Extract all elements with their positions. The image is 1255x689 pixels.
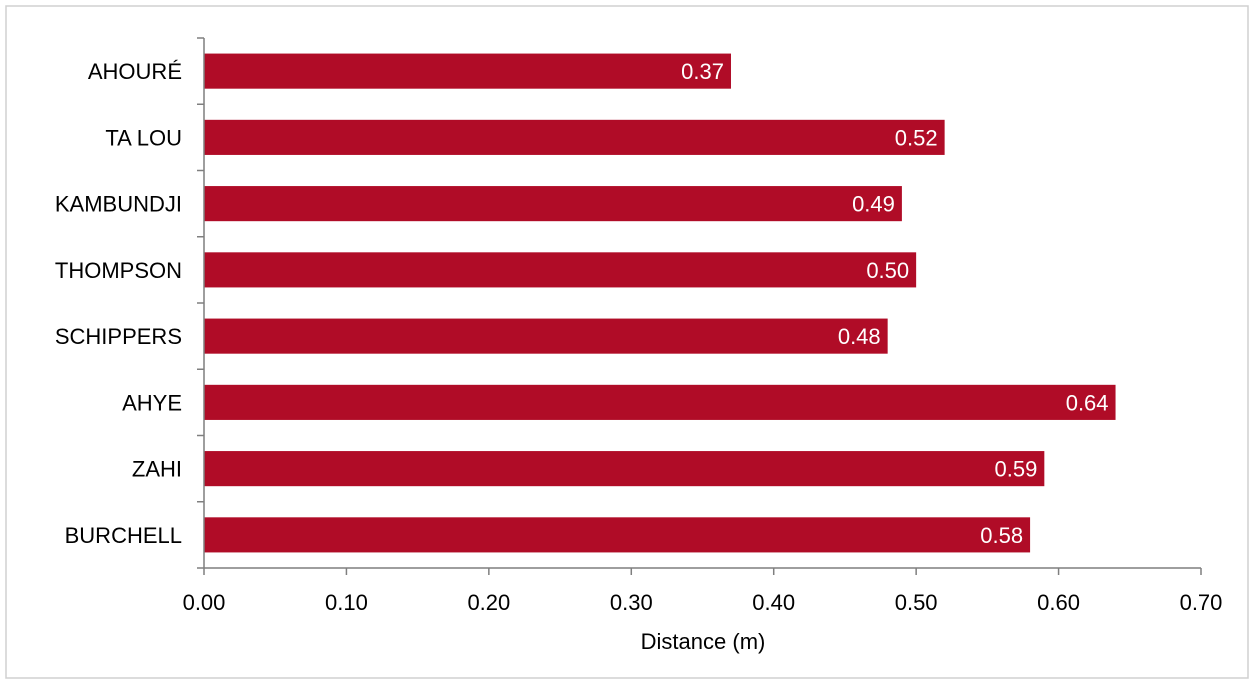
bar xyxy=(204,384,1116,420)
category-label: TA LOU xyxy=(105,125,182,150)
data-label: 0.52 xyxy=(895,125,938,150)
category-label: SCHIPPERS xyxy=(55,324,182,349)
x-tick-label: 0.30 xyxy=(610,590,653,615)
bar xyxy=(204,517,1031,553)
bar xyxy=(204,119,945,155)
x-tick-label: 0.40 xyxy=(752,590,795,615)
data-label: 0.50 xyxy=(866,258,909,283)
category-label: ZAHI xyxy=(132,457,182,482)
data-label: 0.48 xyxy=(838,324,881,349)
x-axis-title: Distance (m) xyxy=(641,629,766,654)
labels-layer: 0.37 AHOURÉ 0.52 TA LOU 0.49 KAMBUNDJI 0.50 THO… xyxy=(55,59,1223,615)
data-label: 0.37 xyxy=(681,59,724,84)
category-label: AHYE xyxy=(122,390,182,415)
x-tick-label: 0.70 xyxy=(1180,590,1223,615)
x-tick-label: 0.10 xyxy=(325,590,368,615)
category-label: BURCHELL xyxy=(65,523,182,548)
x-tick-label: 0.00 xyxy=(183,590,226,615)
data-label: 0.49 xyxy=(852,192,895,217)
category-label: KAMBUNDJI xyxy=(55,192,182,217)
data-label: 0.59 xyxy=(995,457,1038,482)
x-tick-label: 0.60 xyxy=(1037,590,1080,615)
bar xyxy=(204,53,731,89)
bar xyxy=(204,186,902,222)
category-label: THOMPSON xyxy=(55,258,182,283)
x-tick-label: 0.50 xyxy=(895,590,938,615)
data-label: 0.58 xyxy=(980,523,1023,548)
x-tick-label: 0.20 xyxy=(467,590,510,615)
data-label: 0.64 xyxy=(1066,390,1109,415)
bars-layer xyxy=(204,53,1116,553)
axes-layer xyxy=(197,37,1202,575)
bar xyxy=(204,318,888,354)
category-label: AHOURÉ xyxy=(88,59,182,84)
bar xyxy=(204,252,917,288)
bar xyxy=(204,451,1045,487)
